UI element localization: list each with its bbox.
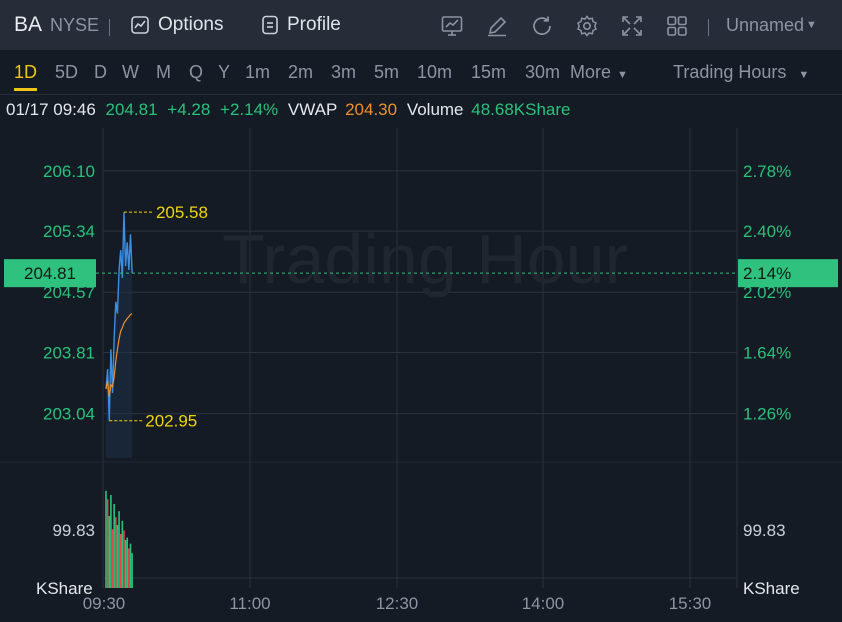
options-chart-icon [130,15,150,35]
volume-value: 48.68KShare [471,100,571,119]
low-price-label: 202.95 [145,412,197,431]
time-axis-label: 15:30 [669,594,712,613]
current-price-badge-text: 204.81 [24,264,76,283]
chart-canvas[interactable]: Trading Hour 206.10 2.78% 205.34 2.40% 204.57… [0,128,842,622]
quote-price: 204.81 [105,100,158,119]
refresh-icon[interactable] [530,14,554,38]
options-button[interactable]: Options [130,0,223,50]
quote-change: +4.28 [167,100,211,119]
volume-bar [110,495,112,588]
timeframe-m[interactable]: M [156,62,171,82]
price-area-fill [106,212,133,458]
percent-axis-label: 1.26% [743,405,791,424]
quote-datetime: 01/17 09:46 [6,100,96,119]
volume-axis-label: 99.83 [52,521,95,540]
caret-down-icon: ▼ [798,69,810,81]
high-price-label: 205.58 [156,203,208,222]
volume-bar [129,543,132,588]
more-timeframes-dropdown[interactable]: More ▼ [570,50,628,94]
toolbar-divider [109,19,110,36]
volume-unit-label: KShare [36,579,93,598]
volume-bar [111,529,114,588]
more-label: More [570,62,612,82]
current-price-badge [4,259,96,288]
time-axis-label: 09:30 [83,594,126,613]
percent-axis-label: 2.02% [743,283,791,302]
exchange-label: NYSE [50,14,100,35]
volume-bar [113,504,115,588]
timeframe-5d[interactable]: 5D [55,62,79,82]
caret-down-icon: ▼ [617,69,628,81]
layout-grid-icon[interactable] [665,14,689,38]
volume-bar [119,534,122,588]
time-axis-label: 11:00 [229,594,270,613]
volume-bar [115,517,117,588]
chart-background [0,128,842,622]
watermark-text: Trading Hour [222,220,628,298]
toolbar-divider [708,19,709,36]
volume-bar [106,499,109,588]
percent-axis-label: 1.64% [743,343,791,362]
current-percent-badge-text: 2.14% [743,264,791,283]
volume-bar [116,525,119,588]
volume-bar [128,548,130,588]
time-axis-label: 12:30 [376,594,419,613]
quote-change-percent: +2.14% [220,100,279,119]
timeframe-10m[interactable]: 10m [417,62,453,82]
volume-axis-label: 99.83 [743,521,786,540]
profile-button[interactable]: Profile [261,0,341,50]
timeframe-bar: 1D 5D D W M Q Y 1m 2m 3m 5m 10m 15m 30m More ▼ Trading… [0,50,842,95]
timeframe-2m[interactable]: 2m [288,62,314,82]
percent-axis-label: 2.78% [743,162,791,181]
volume-bar [105,490,107,588]
timeframe-15m[interactable]: 15m [471,62,507,82]
time-axis-label: 14:00 [522,594,565,613]
percent-axis-label: 2.40% [743,222,791,241]
vwap-line [105,313,133,397]
settings-gear-icon[interactable] [575,14,599,38]
timeframe-1d[interactable]: 1D [14,50,38,94]
intraday-chart[interactable]: Trading Hour 206.10 2.78% 205.34 2.40% 204.57… [0,128,842,622]
timeframe-d[interactable]: D [94,62,107,82]
top-toolbar: BA NYSE Options Profile Unnamed ▼ [0,0,842,50]
volume-label: Volume [406,100,464,119]
price-line [105,212,133,421]
trading-hours-label: Trading Hours [673,62,787,82]
price-axis-label: 203.04 [43,405,95,424]
quote-info-row: 01/17 09:46 204.81 +4.28 +2.14% VWAP 204… [6,100,576,124]
timeframe-w[interactable]: W [122,62,139,82]
volume-unit-label: KShare [743,579,800,598]
timeframe-3m[interactable]: 3m [331,62,357,82]
price-axis-label: 206.10 [43,162,95,181]
profile-label: Profile [287,14,341,35]
price-axis-label: 205.34 [43,222,95,241]
vwap-value: 204.30 [345,100,398,119]
timeframe-5m[interactable]: 5m [374,62,400,82]
volume-bar [126,537,129,588]
options-label: Options [158,14,224,35]
price-axis-label: 204.57 [43,283,95,302]
fullscreen-icon[interactable] [620,14,644,38]
timeframe-30m[interactable]: 30m [525,62,561,82]
current-percent-badge [738,259,838,288]
volume-bar [124,540,127,588]
volume-bar [121,520,124,588]
timeframe-1m[interactable]: 1m [245,62,271,82]
layout-name-label: Unnamed [726,14,805,35]
caret-down-icon: ▼ [806,19,817,31]
volume-bar [118,511,120,588]
price-axis-label: 203.81 [43,343,95,362]
vwap-label: VWAP [287,100,338,119]
trading-hours-dropdown[interactable]: Trading Hours ▼ [673,50,809,94]
timeframe-y[interactable]: Y [218,62,231,82]
volume-bar [123,530,125,588]
volume-bar [108,516,111,588]
layout-name-dropdown[interactable]: Unnamed ▼ [726,0,817,50]
draw-pencil-icon[interactable] [485,14,509,38]
ticker-symbol[interactable]: BA [14,13,43,36]
profile-document-icon [261,15,279,35]
volume-bar [131,553,133,588]
indicators-chart-icon[interactable] [440,14,464,38]
timeframe-q[interactable]: Q [189,62,204,82]
